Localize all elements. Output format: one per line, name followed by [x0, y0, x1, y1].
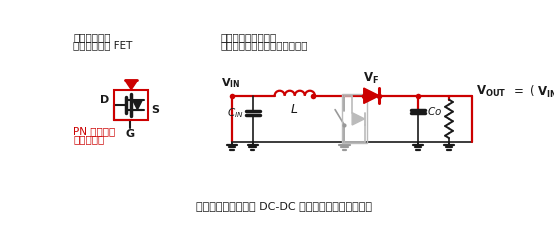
Polygon shape [364, 88, 379, 103]
Text: S: S [151, 105, 160, 115]
Text: $C_{IN}$: $C_{IN}$ [227, 106, 244, 120]
Text: 即使关断高边开关，: 即使关断高边开关， [220, 32, 276, 42]
Polygon shape [125, 80, 137, 90]
Text: PN 结形成的: PN 结形成的 [73, 126, 115, 137]
Text: 同步整流方式升压型 DC-DC 转换器停止工作时的输出: 同步整流方式升压型 DC-DC 转换器停止工作时的输出 [196, 201, 372, 211]
Text: D: D [100, 95, 110, 105]
Text: 也会流过寄生二极管带来的电流: 也会流过寄生二极管带来的电流 [220, 40, 308, 50]
Text: $\mathbf{V_{IN}}$: $\mathbf{V_{IN}}$ [220, 76, 240, 90]
Text: $\mathit{L}$: $\mathit{L}$ [290, 103, 298, 116]
Polygon shape [352, 113, 365, 125]
Text: G: G [125, 129, 134, 139]
Text: $\mathit{Co}$: $\mathit{Co}$ [427, 105, 443, 117]
Bar [342, 94, 367, 143]
Text: 高边开关使用 FET: 高边开关使用 FET [73, 40, 132, 50]
Text: 同步整流中，: 同步整流中， [73, 32, 111, 42]
Text: 寄生二极管: 寄生二极管 [73, 134, 104, 144]
Bar [114, 90, 148, 120]
Text: $\mathbf{V_F}$: $\mathbf{V_F}$ [363, 71, 379, 86]
Text: $=\ (\ \mathbf{V_{IN}}\ -\ \mathbf{V_F}\ )$: $=\ (\ \mathbf{V_{IN}}\ -\ \mathbf{V_F}\… [511, 84, 554, 100]
Text: $\mathbf{V_{OUT}}$: $\mathbf{V_{OUT}}$ [476, 84, 507, 99]
Polygon shape [133, 100, 142, 110]
